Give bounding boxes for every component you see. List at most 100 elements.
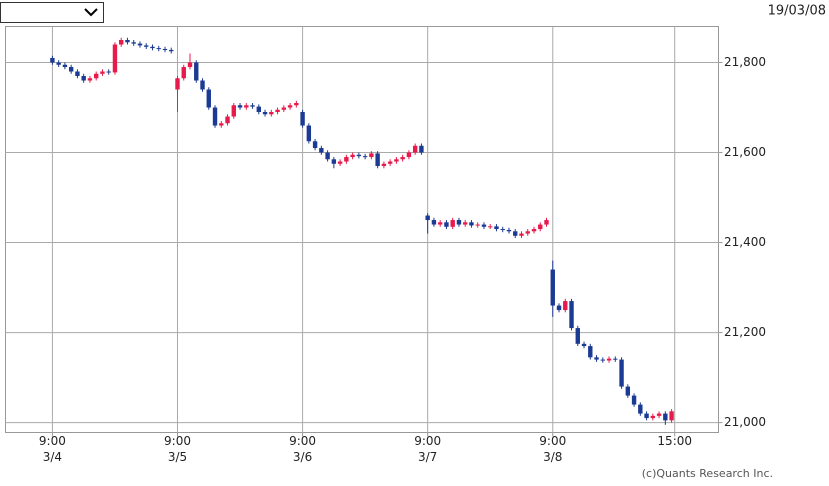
candle-body bbox=[287, 105, 293, 108]
candle-body bbox=[169, 49, 174, 52]
candle-body bbox=[162, 49, 168, 51]
candle-body bbox=[631, 395, 637, 405]
candle-body bbox=[219, 123, 224, 126]
candle-body bbox=[137, 43, 143, 46]
candle-body bbox=[262, 112, 268, 115]
candle-body bbox=[231, 105, 236, 117]
candle-body bbox=[600, 359, 605, 361]
candle-body bbox=[225, 116, 230, 124]
candle-body bbox=[144, 45, 149, 47]
candle-body bbox=[475, 224, 480, 226]
candle-body bbox=[450, 220, 455, 227]
candle-body bbox=[594, 357, 599, 360]
candle-body bbox=[344, 157, 349, 162]
candle-body bbox=[506, 229, 512, 232]
credit: (c)Quants Research Inc. bbox=[642, 467, 773, 480]
candle-body bbox=[62, 64, 68, 68]
candle-body bbox=[131, 42, 136, 44]
candle-body bbox=[300, 112, 305, 126]
candle-body bbox=[119, 40, 124, 45]
candle-body bbox=[437, 222, 443, 225]
y-tick-label: 21,000 bbox=[724, 415, 766, 429]
x-date-label: 3/5 bbox=[168, 450, 187, 464]
candle-body bbox=[488, 226, 493, 228]
candle-body bbox=[81, 76, 86, 81]
candle-body bbox=[469, 222, 474, 226]
candle-body bbox=[93, 73, 99, 79]
candle-body bbox=[87, 78, 93, 81]
candle-body bbox=[544, 220, 549, 225]
y-tick-label: 21,800 bbox=[724, 55, 766, 69]
candle-body bbox=[588, 346, 593, 358]
candle-body bbox=[625, 386, 631, 396]
candle-body bbox=[212, 107, 218, 126]
candle-body bbox=[150, 46, 155, 49]
candle-body bbox=[563, 301, 568, 311]
candle-body bbox=[500, 229, 505, 231]
candle-body bbox=[613, 358, 618, 360]
candle-body bbox=[275, 109, 280, 113]
candle-body bbox=[269, 112, 274, 115]
candle-body bbox=[331, 159, 337, 164]
candle-body bbox=[556, 305, 562, 311]
candle-body bbox=[181, 67, 186, 79]
candle-body bbox=[187, 62, 193, 68]
x-tick-label: 9:00 bbox=[414, 434, 441, 448]
candle-body bbox=[619, 359, 624, 387]
candle-body bbox=[306, 125, 312, 142]
candle-body bbox=[319, 148, 324, 153]
candle-body bbox=[656, 413, 662, 416]
candle-body bbox=[256, 106, 262, 113]
candle-body bbox=[375, 153, 380, 167]
candle-body bbox=[481, 224, 487, 227]
candle-body bbox=[394, 159, 399, 162]
chart-date: 19/03/08 bbox=[768, 4, 826, 19]
candle-body bbox=[550, 269, 555, 306]
candle-body bbox=[669, 411, 674, 421]
candle-body bbox=[663, 413, 668, 421]
y-tick-label: 21,600 bbox=[724, 145, 766, 159]
candle-body bbox=[444, 222, 449, 227]
candle-body bbox=[75, 71, 80, 77]
candle-body bbox=[406, 152, 412, 158]
candle-body bbox=[569, 301, 574, 329]
candle-body bbox=[200, 80, 205, 90]
candle-body bbox=[281, 107, 287, 110]
candle-body bbox=[206, 89, 211, 108]
candle-body bbox=[419, 145, 424, 153]
candle-body bbox=[112, 44, 118, 73]
candle-body bbox=[412, 145, 418, 153]
x-date-label: 3/6 bbox=[293, 450, 312, 464]
x-date-label: 3/7 bbox=[418, 450, 437, 464]
candle-body bbox=[125, 40, 130, 43]
candle-body bbox=[106, 71, 111, 73]
candle-body bbox=[400, 157, 405, 160]
x-tick-label: 9:00 bbox=[164, 434, 191, 448]
candle-body bbox=[369, 153, 374, 158]
candle-body bbox=[462, 222, 468, 225]
candle-body bbox=[606, 358, 612, 361]
candle-body bbox=[513, 231, 518, 236]
dropdown[interactable] bbox=[0, 2, 104, 23]
candle-body bbox=[356, 154, 362, 157]
candle-body bbox=[350, 154, 355, 158]
candle-body bbox=[325, 152, 330, 160]
candle-body bbox=[387, 161, 393, 164]
y-tick-label: 21,200 bbox=[724, 325, 766, 339]
candle-body bbox=[538, 224, 543, 230]
x-tick-label: 15:00 bbox=[657, 434, 692, 448]
candle-body bbox=[650, 415, 656, 419]
candle-body bbox=[494, 226, 499, 230]
candle-body bbox=[519, 233, 524, 236]
candle-body bbox=[175, 78, 180, 90]
candle-body bbox=[237, 105, 243, 108]
y-tick-label: 21,400 bbox=[724, 235, 766, 249]
x-date-label: 3/8 bbox=[543, 450, 562, 464]
candle-body bbox=[337, 161, 343, 164]
candle-body bbox=[431, 220, 437, 225]
dropdown-chevron[interactable] bbox=[84, 8, 98, 17]
dropdown-box[interactable] bbox=[0, 2, 104, 23]
candle-body bbox=[100, 71, 105, 74]
candle-body bbox=[638, 404, 643, 414]
